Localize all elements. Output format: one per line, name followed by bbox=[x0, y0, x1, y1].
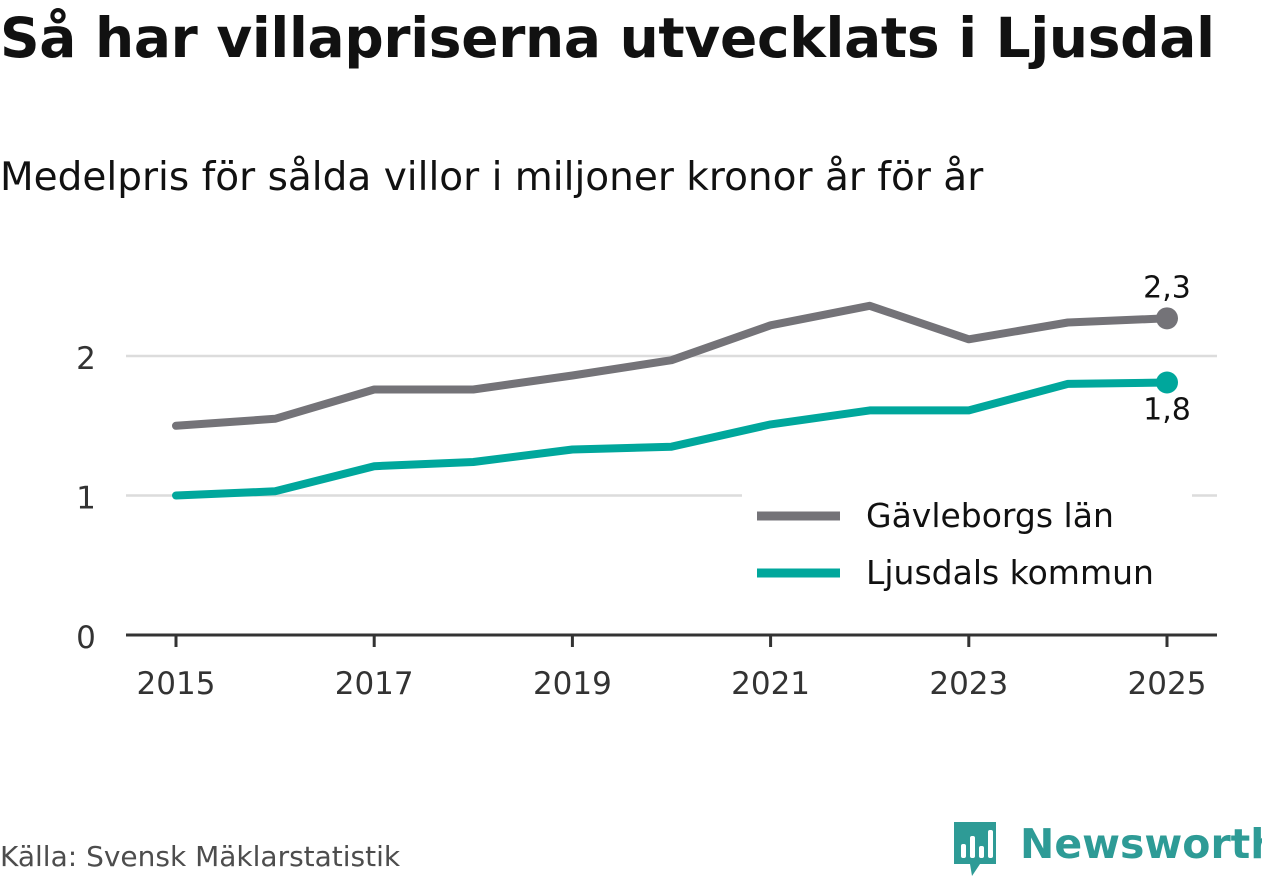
x-axis-ticks: 2015 2017 2019 2021 2023 2025 bbox=[126, 633, 1217, 702]
x-tick-label-2015: 2015 bbox=[137, 666, 216, 702]
y-tick-label-1: 1 bbox=[76, 481, 96, 517]
chart-title: Så har villapriserna utvecklats i Ljusda… bbox=[0, 6, 1215, 70]
x-tick-label-2025: 2025 bbox=[1128, 666, 1207, 702]
x-tick-label-2017: 2017 bbox=[335, 666, 414, 702]
brand-name: Newsworthy bbox=[1020, 820, 1262, 868]
series-line-0 bbox=[172, 301, 1171, 430]
newsworthy-logo: Newsworthy bbox=[950, 818, 1262, 878]
legend-label-1: Ljusdals kommun bbox=[866, 553, 1154, 592]
x-tick-label-2021: 2021 bbox=[731, 666, 810, 702]
series-end-label-1: 1,8 bbox=[1143, 393, 1191, 428]
grid-layer bbox=[126, 354, 1217, 497]
x-tick-label-2023: 2023 bbox=[929, 666, 1008, 702]
y-tick-label-2: 2 bbox=[76, 341, 96, 377]
series-layer: 2,3 1,8 bbox=[172, 270, 1191, 500]
line-chart: 0 1 2 2015 2017 2019 2021 2023 2025 Gävleborgs … bbox=[76, 270, 1217, 702]
x-tick-label-2019: 2019 bbox=[533, 666, 612, 702]
series-line-1 bbox=[172, 378, 1171, 500]
series-end-marker-0 bbox=[1156, 307, 1178, 330]
source-note: Källa: Svensk Mäklarstatistik bbox=[0, 840, 401, 873]
series-end-marker-1 bbox=[1156, 371, 1178, 394]
y-axis-ticks: 0 1 2 bbox=[76, 341, 96, 656]
newsworthy-logo-icon bbox=[954, 822, 996, 876]
y-tick-label-0: 0 bbox=[76, 620, 96, 656]
legend: Gävleborgs län Ljusdals kommun bbox=[742, 494, 1192, 604]
series-end-label-0: 2,3 bbox=[1143, 270, 1191, 305]
chart-subtitle: Medelpris för sålda villor i miljoner kr… bbox=[0, 155, 984, 200]
legend-label-0: Gävleborgs län bbox=[866, 496, 1114, 535]
